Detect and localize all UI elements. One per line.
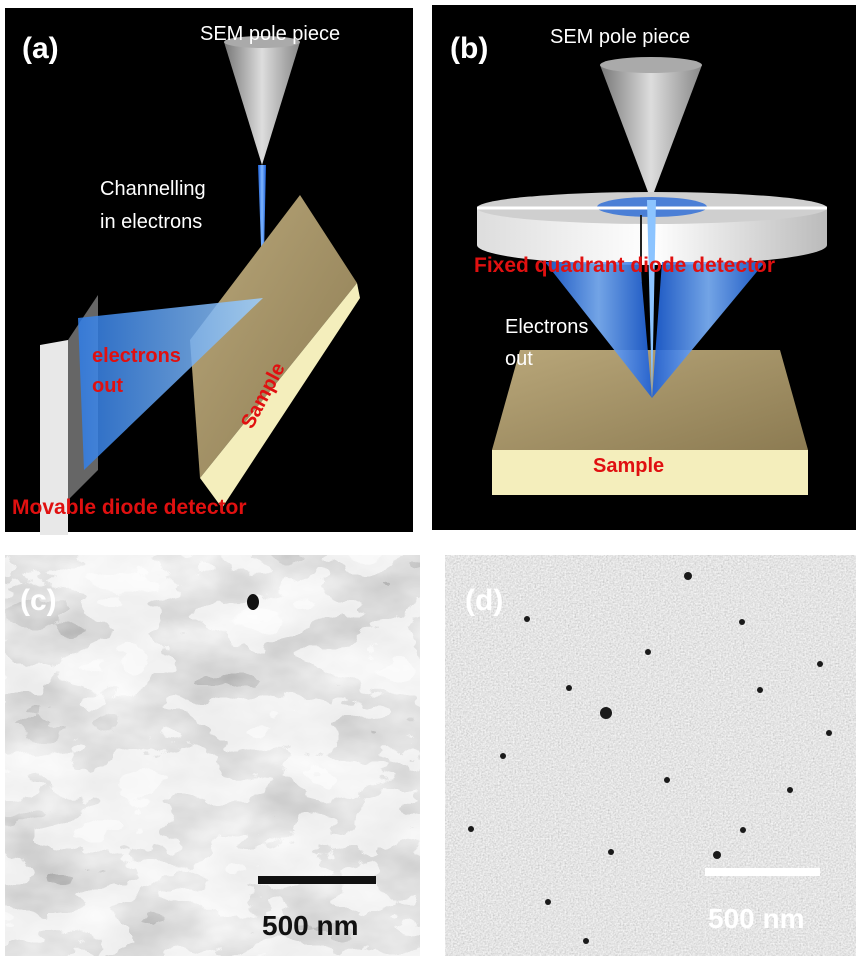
scale-label: 500 nm <box>708 903 805 934</box>
scale-bar <box>258 876 376 884</box>
electrons-out-cone <box>545 262 652 398</box>
panel-label: (a) <box>22 32 59 65</box>
detector-label: Movable diode detector <box>12 496 247 519</box>
beam <box>258 165 266 298</box>
panel-label: (c) <box>20 584 57 617</box>
beam-label: in electrons <box>100 211 202 233</box>
panel-label: (b) <box>450 32 488 65</box>
pole-piece <box>600 65 702 200</box>
pores <box>468 572 832 944</box>
detector-label: Fixed quadrant diode detector <box>474 254 775 277</box>
pole-piece-top <box>224 36 300 48</box>
beam-label: Channelling <box>100 178 206 200</box>
pole-piece <box>224 42 300 165</box>
out-label: out <box>92 375 123 397</box>
pole-piece-label: SEM pole piece <box>550 26 690 48</box>
out-label: out <box>505 348 533 370</box>
panel-a: (a) SEM pole piece Channelling in electr… <box>5 8 413 535</box>
sem-image <box>5 555 420 956</box>
sample-label: Sample <box>593 455 664 477</box>
panel-d: (d) 500 nm <box>445 555 856 956</box>
electrons-out-cone <box>652 262 765 398</box>
sem-image <box>445 555 856 956</box>
scale-bar <box>705 868 820 876</box>
panel-b: (b) SEM pole piece Fixed quadrant diode … <box>432 5 856 530</box>
sample-top <box>492 350 808 450</box>
beam <box>647 200 656 398</box>
sample-edge <box>200 283 360 508</box>
detector-front <box>40 340 68 535</box>
pore <box>247 594 259 610</box>
sample-face <box>190 195 357 478</box>
out-label: electrons <box>92 345 181 367</box>
out-label: Electrons <box>505 316 588 338</box>
scale-label: 500 nm <box>262 910 359 941</box>
pole-piece-top <box>600 57 702 73</box>
sample-front <box>492 450 808 495</box>
electrons-out-cone <box>78 298 263 470</box>
panel-label: (d) <box>465 584 503 617</box>
panel-c: (c) 500 nm <box>5 555 420 956</box>
pole-piece-label: SEM pole piece <box>200 23 340 45</box>
